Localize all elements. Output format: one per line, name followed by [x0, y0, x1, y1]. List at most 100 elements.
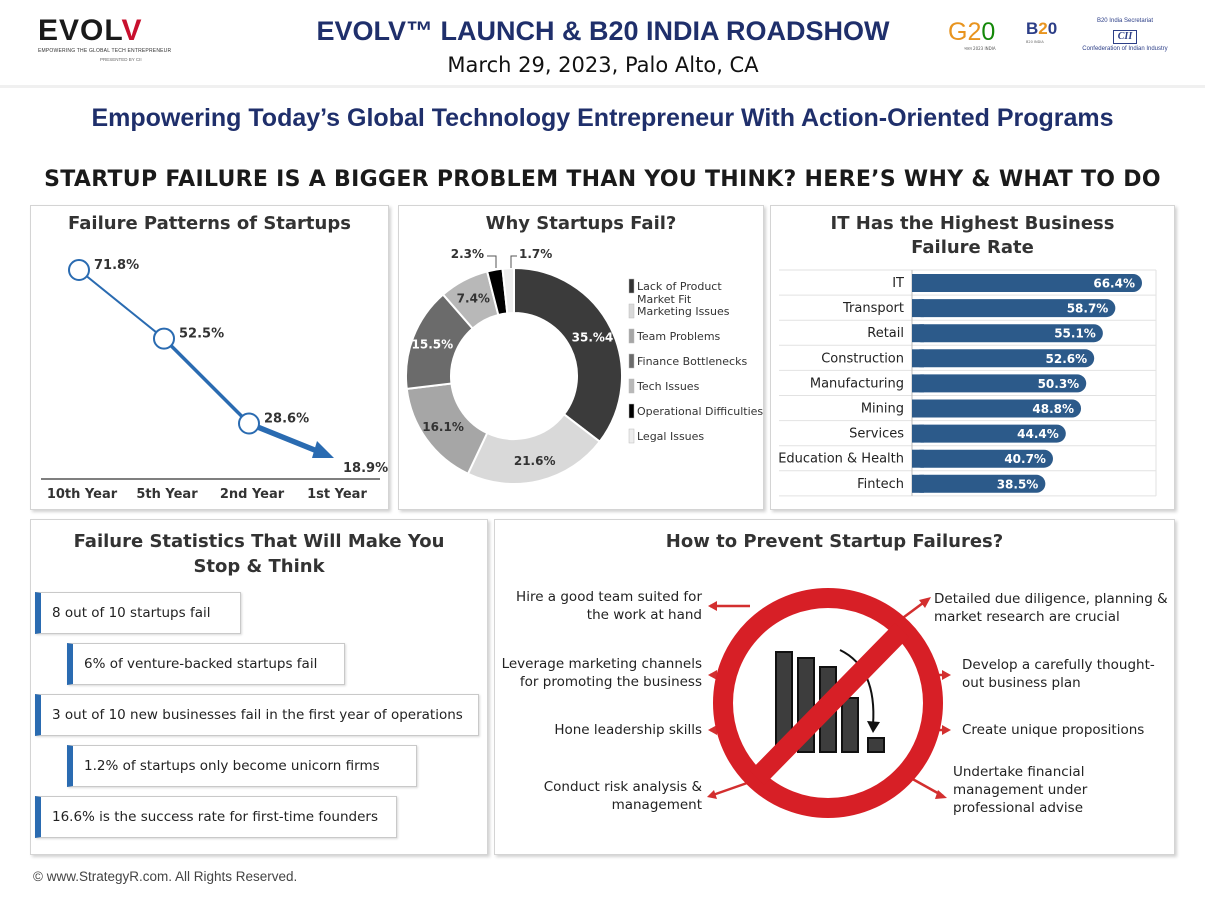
bar — [912, 424, 1066, 443]
legend-swatch — [628, 303, 635, 319]
prevention-tip-left-3: Hone leadership skills — [554, 722, 702, 738]
failure-patterns-chart: 71.8% 52.5% 28.6% 18.9% 10th Year 5th Year 2nd… — [41, 258, 388, 502]
prevention-tip-right-1: Detailed due diligence, planning & market… — [934, 591, 1168, 625]
line-segment — [78, 269, 165, 340]
data-label: 52.5% — [179, 327, 224, 342]
bar — [912, 324, 1103, 343]
bar — [912, 374, 1087, 393]
x-tick-label: 10th Year — [47, 487, 118, 502]
evolv-logo-word: EVOLV — [38, 14, 143, 47]
page-title: EVOLV™ LAUNCH & B20 INDIA ROADSHOW — [316, 16, 890, 46]
slice-label: 2.3% — [451, 247, 484, 261]
legend-label: Legal Issues — [637, 430, 704, 443]
bar-value-label: 58.7% — [1067, 302, 1109, 316]
evolv-logo: EVOLV EMPOWERING THE GLOBAL TECH ENTREPR… — [38, 14, 172, 64]
bar-base — [912, 274, 924, 292]
legend-swatch — [628, 278, 635, 294]
stat-item: 3 out of 10 new businesses fail in the f… — [35, 694, 479, 736]
bar-base — [912, 324, 924, 343]
bar-base — [912, 374, 924, 393]
stat-item: 1.2% of startups only become unicorn fir… — [67, 745, 417, 787]
data-label: 18.9% — [343, 461, 388, 476]
x-tick-label: 2nd Year — [220, 487, 285, 502]
donut-slice — [513, 266, 623, 444]
g20-logo: G20 भारत 2023 INDIA — [948, 18, 996, 51]
legend-swatch — [628, 403, 635, 419]
bar-value-label: 44.4% — [1017, 427, 1059, 441]
legend-swatch — [628, 353, 635, 369]
bar-base — [912, 424, 924, 443]
bar-base — [912, 474, 924, 493]
y-tick-label: Services — [849, 427, 904, 442]
prohibition-graphic — [707, 588, 951, 818]
line-arrowhead — [312, 441, 334, 458]
slice-label: 35.%4 — [572, 330, 614, 344]
industry-failure-chart: IT 66.4% Transport 58.7% Retail 55.1% Construc… — [778, 269, 1157, 497]
prevention-tip-right-2: Develop a carefully thought-out business… — [962, 657, 1155, 691]
x-tick-label: 5th Year — [136, 487, 198, 502]
legend-label: Lack of Product — [637, 280, 722, 293]
bar — [912, 474, 1046, 493]
copyright-footer: © www.StrategyR.com. All Rights Reserved… — [33, 869, 298, 884]
industry-failure-title-line-2: Failure Rate — [911, 237, 1034, 258]
statistics-title-line-1: Failure Statistics That Will Make You — [73, 531, 445, 552]
callout-arrow — [510, 255, 517, 268]
cii-logo: B20 India Secretariat CII Confederation … — [1082, 18, 1168, 52]
statistics-panel: Failure Statistics That Will Make You St… — [30, 519, 488, 855]
industry-failure-title-line-1: IT Has the Highest Business — [830, 213, 1115, 234]
legend-label: Team Problems — [636, 330, 721, 343]
bar-base — [912, 349, 924, 368]
legend-label: Operational Difficulties — [637, 405, 763, 418]
y-tick-label: IT — [892, 276, 904, 291]
line-segment — [162, 336, 251, 426]
y-tick-label: Education & Health — [778, 452, 904, 467]
bar — [912, 299, 1116, 318]
data-label: 71.8% — [94, 258, 139, 273]
statistics-title-line-2: Stop & Think — [193, 556, 325, 577]
prevention-panel: How to Prevent Startup Failures? — [494, 519, 1175, 855]
slice-label: 15.5% — [412, 338, 454, 352]
failure-patterns-panel: Failure Patterns of Startups 71.8% 52.5% 2… — [30, 205, 389, 510]
stat-item: 8 out of 10 startups fail — [35, 592, 241, 634]
why-startups-fail-chart: 35.%4 21.6% 16.1% 15.5% 7.4% 2.3% 1.7% Lack of … — [405, 247, 763, 485]
bar-base — [912, 399, 924, 418]
bar — [912, 399, 1082, 418]
prevention-tip-left-2: Leverage marketing channels for promoting… — [501, 656, 702, 690]
bar — [912, 349, 1095, 368]
prevention-tip-left-4: Conduct risk analysis & management — [543, 779, 702, 813]
page-subtitle: Empowering Today’s Global Technology Ent… — [91, 104, 1114, 132]
x-tick-label: 1st Year — [307, 487, 367, 502]
prohibition-slash — [749, 623, 910, 785]
legend-label: Finance Bottlenecks — [637, 355, 747, 368]
slice-label: 16.1% — [422, 420, 464, 434]
legend-swatch — [628, 378, 635, 394]
slice-label: 7.4% — [457, 292, 490, 306]
donut-slice — [501, 266, 515, 315]
donut-hole — [452, 314, 576, 438]
event-date: March 29, 2023, Palo Alto, CA — [447, 53, 759, 77]
evolv-logo-tagline: EMPOWERING THE GLOBAL TECH ENTREPRENEUR — [38, 48, 172, 54]
industry-failure-panel: IT Has the Highest Business Failure Rate… — [770, 205, 1175, 510]
b20-logo: B20 B20 INDIA — [1026, 19, 1058, 45]
bar — [912, 274, 1142, 292]
legend-swatch — [628, 428, 635, 444]
bar-value-label: 52.6% — [1046, 352, 1088, 366]
failure-patterns-title: Failure Patterns of Startups — [68, 213, 351, 234]
y-tick-label: Construction — [821, 351, 904, 366]
bar-value-label: 50.3% — [1038, 377, 1080, 391]
legend-label: Marketing Issues — [637, 305, 730, 318]
slice-label: 1.7% — [519, 247, 552, 261]
line-segment — [246, 420, 325, 456]
bar-value-label: 66.4% — [1093, 277, 1135, 291]
y-tick-label: Retail — [867, 326, 904, 341]
bar-base — [912, 449, 924, 468]
stat-item: 16.6% is the success rate for first-time… — [35, 796, 397, 838]
bar-value-label: 48.8% — [1032, 402, 1074, 416]
data-point — [238, 412, 260, 435]
bar-value-label: 38.5% — [997, 477, 1039, 491]
bar-value-label: 40.7% — [1004, 452, 1046, 466]
y-tick-label: Manufacturing — [810, 376, 904, 391]
why-startups-fail-title: Why Startups Fail? — [485, 213, 677, 234]
legend-label: Tech Issues — [636, 380, 700, 393]
legend-swatch — [628, 328, 635, 344]
